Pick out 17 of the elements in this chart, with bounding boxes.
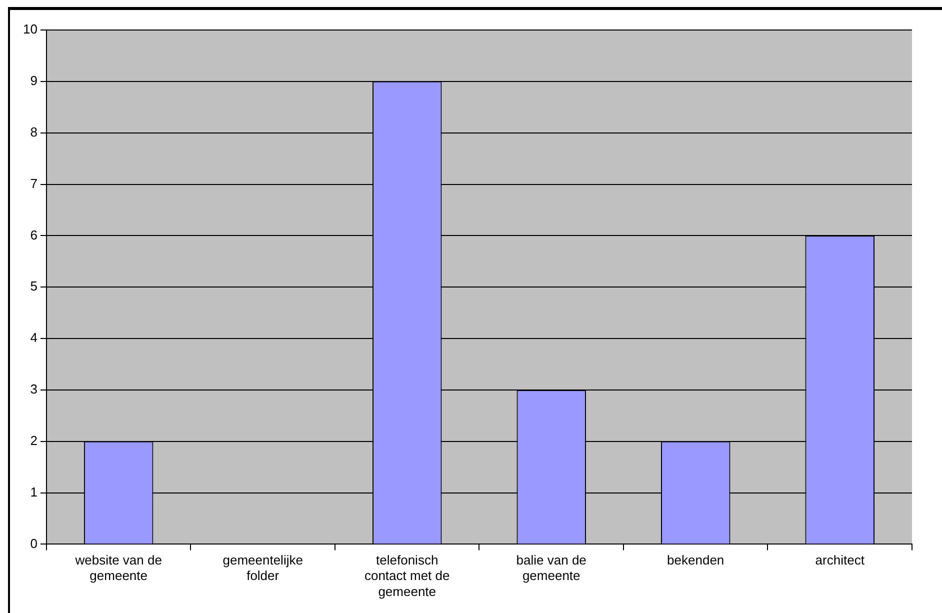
- x-tick-label: gemeentelijke folder: [222, 552, 303, 584]
- y-tick-label: 9: [30, 73, 38, 88]
- y-tick-label: 4: [30, 330, 38, 346]
- x-tick-label: bekenden: [667, 552, 724, 568]
- y-tick-label: 6: [30, 227, 38, 242]
- y-tick-label: 7: [30, 176, 38, 191]
- y-tick-label: 2: [30, 432, 38, 448]
- y-tick-label: 5: [30, 278, 38, 294]
- x-tick-label: architect: [815, 552, 865, 568]
- y-tick-label: 8: [30, 124, 38, 140]
- y-tick-label: 10: [22, 22, 38, 37]
- x-tick-label: website van de gemeente: [74, 552, 162, 584]
- y-tick-label: 0: [30, 536, 38, 551]
- x-tick-label: telefonisch contact met de gemeente: [364, 552, 450, 599]
- y-tick-label: 1: [30, 484, 38, 500]
- y-tick-label: 3: [30, 382, 38, 397]
- x-tick-label: balie van de gemeente: [516, 552, 586, 584]
